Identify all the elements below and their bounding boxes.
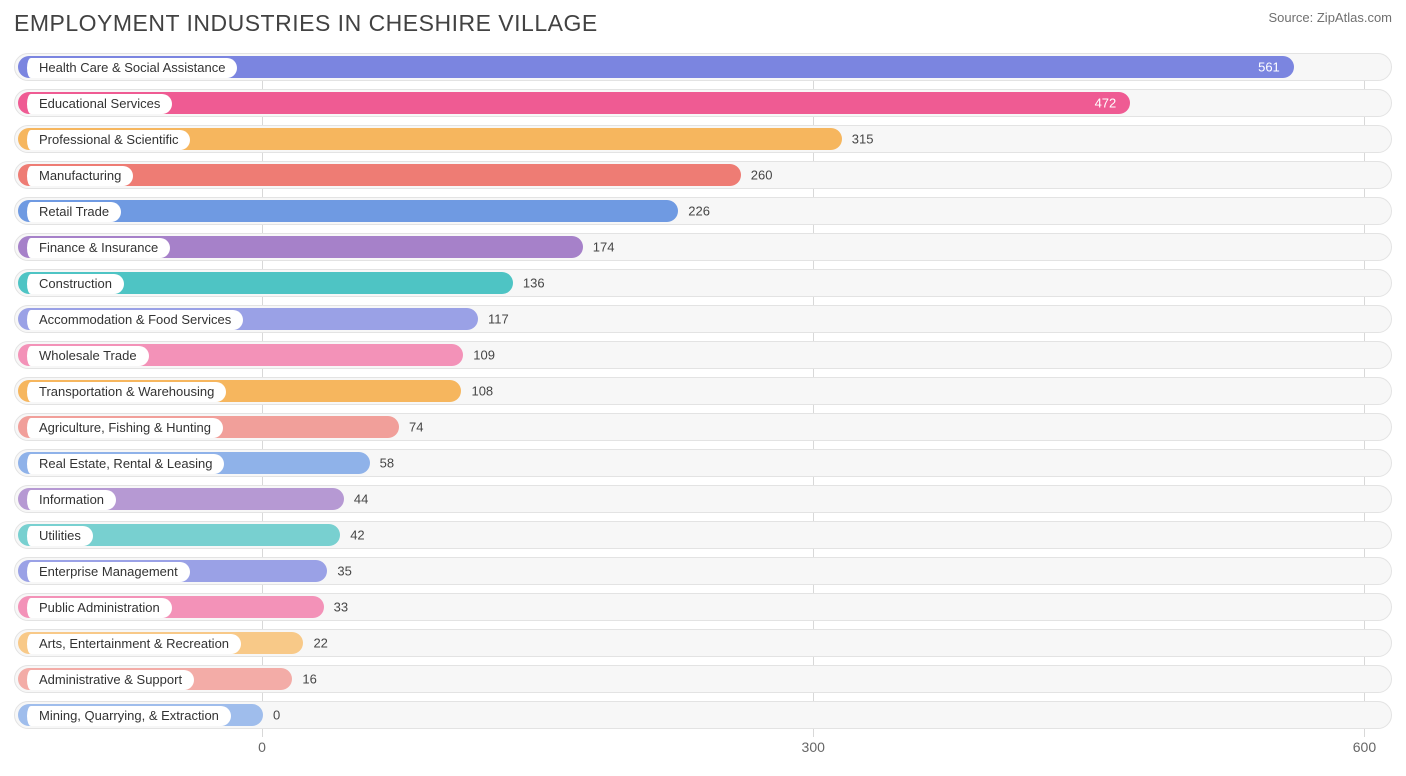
bar-row: Arts, Entertainment & Recreation 22 (14, 629, 1392, 657)
category-pill: Retail Trade (21, 202, 121, 222)
chart-source: Source: ZipAtlas.com (1268, 10, 1392, 25)
value-label: 42 (350, 528, 364, 543)
category-pill: Mining, Quarrying, & Extraction (21, 706, 231, 726)
chart-header: EMPLOYMENT INDUSTRIES IN CHESHIRE VILLAG… (14, 10, 1392, 37)
axis-tick-label: 600 (1353, 739, 1376, 755)
value-label: 44 (354, 492, 368, 507)
bar-row: Transportation & Warehousing 108 (14, 377, 1392, 405)
bar-row: Retail Trade 226 (14, 197, 1392, 225)
bar-row: Wholesale Trade 109 (14, 341, 1392, 369)
value-label: 117 (488, 312, 509, 327)
value-label: 35 (337, 564, 351, 579)
axis-tick-label: 0 (258, 739, 266, 755)
category-pill: Real Estate, Rental & Leasing (21, 454, 224, 474)
category-pill: Wholesale Trade (21, 346, 149, 366)
value-label: 108 (471, 384, 493, 399)
category-pill: Agriculture, Fishing & Hunting (21, 418, 223, 438)
value-label: 226 (688, 204, 710, 219)
value-label: 58 (380, 456, 394, 471)
value-label: 136 (523, 276, 545, 291)
bar-row: Educational Services 472 (14, 89, 1392, 117)
bar-row: Real Estate, Rental & Leasing 58 (14, 449, 1392, 477)
value-label: 109 (473, 348, 495, 363)
value-label: 74 (409, 420, 423, 435)
value-label: 260 (751, 168, 773, 183)
bar-row: Utilities 42 (14, 521, 1392, 549)
category-pill: Arts, Entertainment & Recreation (21, 634, 241, 654)
value-label: 16 (302, 672, 316, 687)
bar-row: Professional & Scientific 315 (14, 125, 1392, 153)
category-pill: Enterprise Management (21, 562, 190, 582)
value-label: 0 (273, 708, 280, 723)
value-label: 174 (593, 240, 615, 255)
value-label: 561 (1258, 60, 1280, 75)
category-pill: Transportation & Warehousing (21, 382, 226, 402)
axis-tick-label: 300 (802, 739, 825, 755)
value-label: 472 (1095, 96, 1117, 111)
category-pill: Public Administration (21, 598, 172, 618)
category-pill: Construction (21, 274, 124, 294)
category-pill: Accommodation & Food Services (21, 310, 243, 330)
category-pill: Utilities (21, 526, 93, 546)
bar (18, 92, 1130, 114)
bar-row: Administrative & Support 16 (14, 665, 1392, 693)
category-pill: Administrative & Support (21, 670, 194, 690)
chart-area: Health Care & Social Assistance 561 Educat… (14, 53, 1392, 761)
bar-row: Public Administration 33 (14, 593, 1392, 621)
category-pill: Professional & Scientific (21, 130, 190, 150)
chart-title: EMPLOYMENT INDUSTRIES IN CHESHIRE VILLAG… (14, 10, 598, 37)
x-axis: 0 300 600 (14, 737, 1392, 761)
category-pill: Manufacturing (21, 166, 133, 186)
category-pill: Health Care & Social Assistance (21, 58, 237, 78)
bar-row: Construction 136 (14, 269, 1392, 297)
bar-row: Information 44 (14, 485, 1392, 513)
value-label: 22 (313, 636, 327, 651)
bar-row: Finance & Insurance 174 (14, 233, 1392, 261)
bar-row: Health Care & Social Assistance 561 (14, 53, 1392, 81)
bar-row: Agriculture, Fishing & Hunting 74 (14, 413, 1392, 441)
category-pill: Educational Services (21, 94, 172, 114)
value-label: 315 (852, 132, 874, 147)
category-pill: Finance & Insurance (21, 238, 170, 258)
category-pill: Information (21, 490, 116, 510)
value-label: 33 (334, 600, 348, 615)
bars-container: Health Care & Social Assistance 561 Educat… (14, 53, 1392, 729)
bar-row: Enterprise Management 35 (14, 557, 1392, 585)
bar-row: Mining, Quarrying, & Extraction 0 (14, 701, 1392, 729)
bar-row: Accommodation & Food Services 117 (14, 305, 1392, 333)
bar-row: Manufacturing 260 (14, 161, 1392, 189)
